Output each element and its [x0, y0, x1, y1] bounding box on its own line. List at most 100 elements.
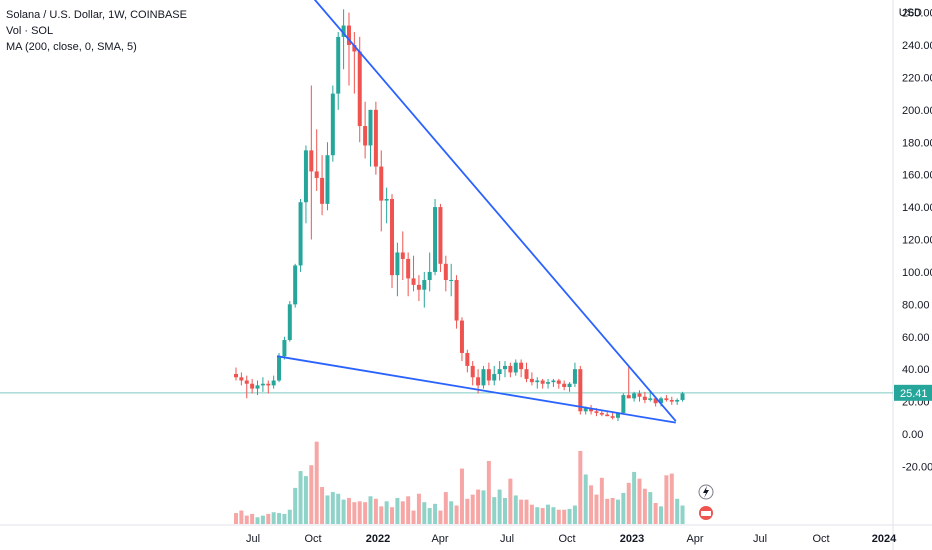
- flag-glyph: [701, 511, 711, 516]
- volume-bar: [524, 499, 529, 524]
- candle-body: [470, 365, 475, 378]
- volume-bar: [567, 508, 572, 524]
- symbol-title[interactable]: Solana / U.S. Dollar, 1W, COINBASE: [6, 9, 187, 21]
- volume-bar: [293, 487, 298, 524]
- volume-bar: [626, 482, 631, 524]
- candle-body: [465, 352, 470, 366]
- volume-bar: [309, 465, 314, 524]
- volume-bar: [244, 515, 249, 524]
- candle-body: [610, 416, 615, 418]
- volume-bar: [529, 504, 534, 524]
- candle-body: [578, 369, 583, 412]
- volume-bar: [433, 503, 438, 524]
- price-tick-label: 260.00: [902, 8, 932, 20]
- volume-indicator-label[interactable]: Vol · SOL: [6, 25, 54, 37]
- candle-body: [648, 398, 653, 400]
- candle-body: [572, 369, 577, 384]
- volume-bar: [250, 513, 255, 524]
- volume-bar: [476, 489, 481, 524]
- ma-indicator-label[interactable]: MA (200, close, 0, SMA, 5): [6, 41, 137, 53]
- volume-bar: [653, 503, 658, 524]
- time-tick-label: Oct: [812, 533, 829, 545]
- price-tick-label: 100.00: [902, 267, 932, 279]
- candle-body: [594, 411, 599, 413]
- volume-bar: [454, 505, 459, 524]
- candle-body: [551, 380, 556, 383]
- volume-bar: [341, 499, 346, 524]
- volume-bar: [298, 471, 303, 524]
- volume-bar: [492, 497, 497, 524]
- volume-bar: [615, 499, 620, 524]
- volume-bar: [632, 471, 637, 524]
- volume-bar: [266, 513, 271, 524]
- time-tick-label: Apr: [686, 533, 703, 545]
- price-tick-label: 240.00: [902, 40, 932, 52]
- candle-body: [492, 374, 497, 381]
- candle-body: [400, 252, 405, 259]
- volume-bar: [255, 517, 260, 524]
- candle-body: [373, 109, 378, 167]
- candle-body: [589, 408, 594, 412]
- candle-body: [454, 280, 459, 321]
- candle-body: [626, 395, 631, 399]
- trendline: [314, 0, 677, 422]
- volume-bar: [406, 496, 411, 524]
- volume-bar: [572, 505, 577, 524]
- volume-bar: [486, 461, 491, 524]
- candle-body: [282, 339, 287, 357]
- candle-body: [379, 166, 384, 201]
- volume-bar: [352, 502, 357, 524]
- candle-body: [524, 369, 529, 379]
- volume-bar: [239, 510, 244, 524]
- volume-bar: [314, 441, 319, 524]
- volume-bar: [416, 493, 421, 524]
- volume-bar: [680, 505, 685, 524]
- candle-body: [255, 385, 260, 389]
- candle-body: [395, 252, 400, 276]
- volume-bar: [443, 492, 448, 524]
- candle-body: [309, 150, 314, 172]
- time-tick-label: Jul: [500, 533, 514, 545]
- volume-bar: [519, 499, 524, 524]
- currency-label: USD: [898, 7, 922, 19]
- candle-body: [411, 278, 416, 285]
- candle-body: [277, 356, 282, 381]
- chart-legend: Solana / U.S. Dollar, 1W, COINBASE Vol ·…: [6, 7, 187, 55]
- candle-body: [384, 198, 389, 201]
- candle-body: [546, 382, 551, 384]
- volume-bar: [449, 501, 454, 524]
- volume-bar: [459, 468, 464, 524]
- volume-bar: [379, 506, 384, 524]
- candle-body: [239, 377, 244, 381]
- price-tick-label: 160.00: [902, 170, 932, 182]
- candle-body: [234, 374, 238, 378]
- volume-bar: [282, 513, 287, 524]
- candle-body: [481, 369, 486, 386]
- candle-body: [476, 377, 481, 386]
- volume-bar: [556, 509, 561, 524]
- candle-body: [303, 150, 308, 203]
- candle-body: [615, 412, 620, 418]
- trendline: [276, 355, 676, 424]
- candle-body: [680, 393, 685, 400]
- volume-bar: [621, 492, 626, 524]
- volume-bar: [675, 498, 680, 524]
- candle-body: [271, 380, 276, 386]
- volume-bar: [357, 501, 362, 524]
- volume-bar: [400, 501, 405, 524]
- volume-bar: [508, 478, 513, 524]
- time-tick-label: 2022: [366, 533, 390, 545]
- candle-body: [416, 284, 421, 290]
- candle-body: [346, 25, 351, 45]
- candle-body: [659, 398, 664, 404]
- candle-body: [675, 399, 680, 402]
- volume-bar: [422, 502, 427, 524]
- candle-body: [556, 380, 561, 384]
- candle-body: [250, 383, 255, 389]
- volume-bar: [589, 485, 594, 524]
- volume-bar: [513, 495, 518, 524]
- candle-body: [621, 395, 626, 413]
- volume-bar: [583, 474, 588, 524]
- candle-body: [599, 412, 604, 415]
